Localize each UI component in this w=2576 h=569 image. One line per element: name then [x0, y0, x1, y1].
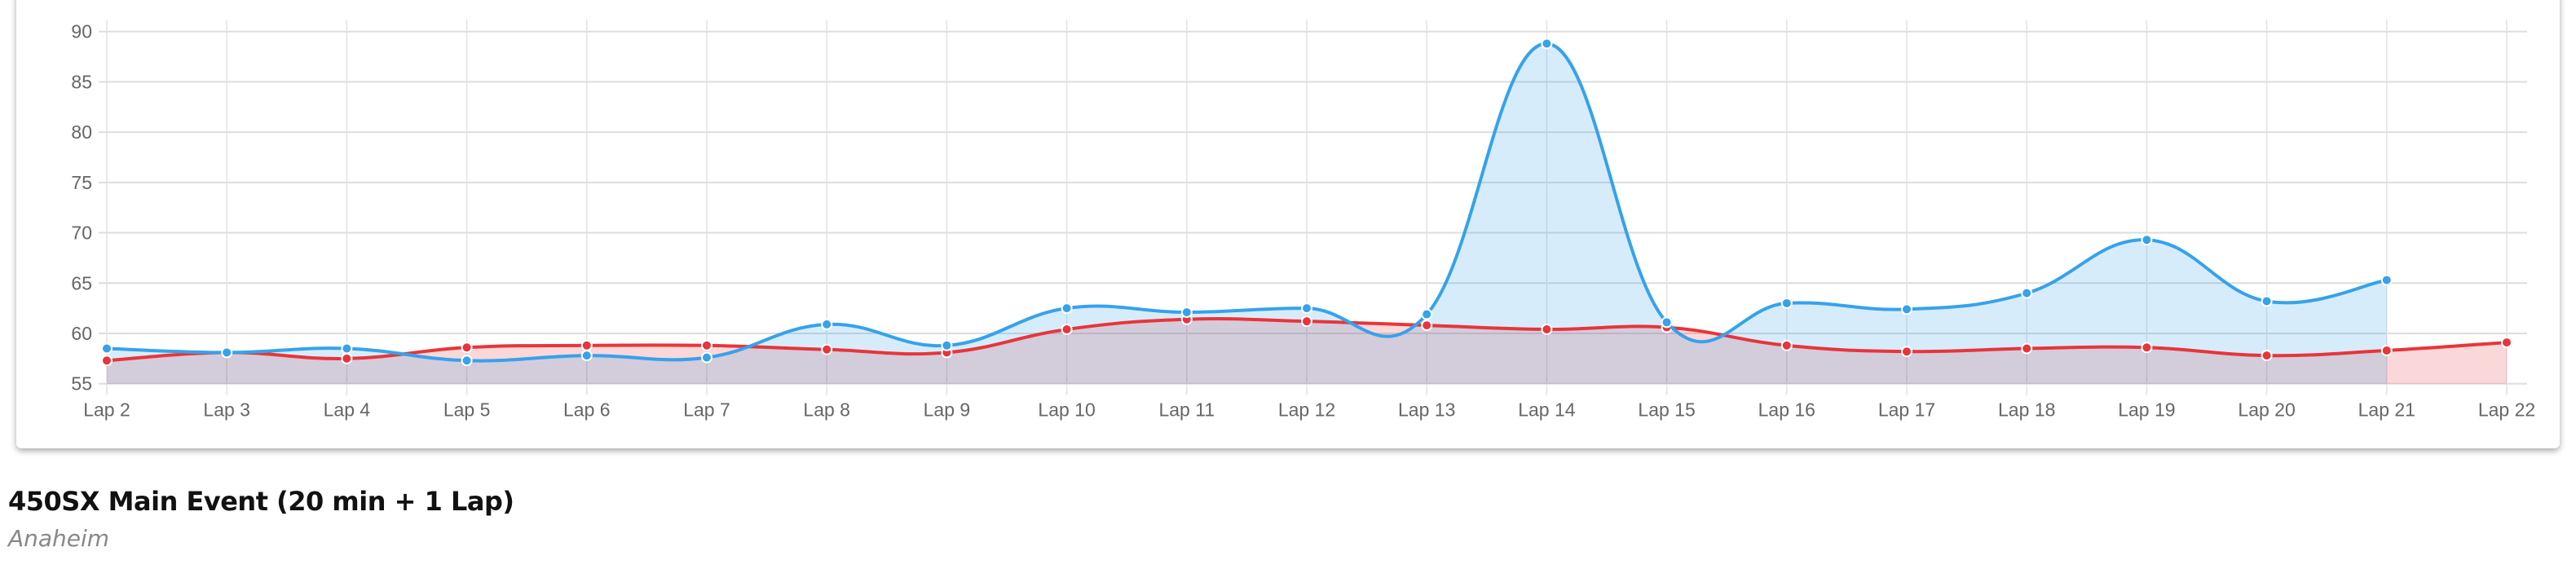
- y-tick-label: 90: [71, 21, 92, 42]
- series-0-point: [1901, 346, 1912, 358]
- series-0-point: [461, 342, 473, 354]
- series-1-point: [221, 346, 233, 359]
- series-0-point: [2261, 350, 2273, 362]
- x-tick-label: Lap 15: [1638, 399, 1695, 421]
- x-tick-label: Lap 14: [1518, 399, 1576, 421]
- series-1-point: [1421, 308, 1433, 320]
- event-title: 450SX Main Event (20 min + 1 Lap): [8, 486, 514, 517]
- series-1-point: [461, 355, 473, 367]
- series-0-point: [2141, 342, 2153, 354]
- x-tick-label: Lap 17: [1878, 399, 1935, 421]
- series-1-point: [1661, 316, 1673, 329]
- x-tick-label: Lap 21: [2358, 399, 2415, 421]
- series-1-point: [2141, 234, 2153, 246]
- series-0-point: [1780, 339, 1793, 351]
- series-1-point: [2380, 274, 2393, 286]
- x-tick-label: Lap 5: [443, 399, 491, 421]
- x-tick-label: Lap 18: [1998, 399, 2055, 421]
- y-tick-label: 80: [71, 121, 92, 143]
- x-tick-label: Lap 9: [924, 399, 971, 421]
- y-tick-label: 70: [71, 223, 92, 244]
- event-venue: Anaheim: [8, 525, 110, 552]
- series-1-point: [341, 342, 353, 355]
- x-tick-label: Lap 22: [2478, 399, 2535, 421]
- x-tick-label: Lap 20: [2238, 399, 2295, 421]
- x-tick-label: Lap 6: [563, 399, 611, 421]
- series-0-point: [701, 339, 712, 351]
- series-1-point: [1180, 307, 1193, 319]
- x-tick-label: Lap 2: [83, 399, 130, 421]
- series-0-point: [2380, 344, 2393, 356]
- series-1-point: [1780, 297, 1793, 309]
- series-0-area: [107, 319, 2507, 384]
- series-0-point: [821, 343, 833, 355]
- chart-card: [16, 0, 2560, 448]
- series-1-point: [580, 350, 593, 362]
- x-tick-label: Lap 13: [1398, 399, 1455, 421]
- series-1-point: [2021, 287, 2033, 299]
- series-0-point: [101, 355, 112, 367]
- series-1-point: [1301, 302, 1312, 315]
- x-tick-label: Lap 12: [1278, 399, 1335, 421]
- series-1-line: [106, 42, 2388, 363]
- x-tick-label: Lap 3: [203, 399, 250, 421]
- y-tick-label: 55: [71, 373, 92, 395]
- y-tick-label: 85: [71, 71, 92, 92]
- series-1-point: [1541, 37, 1553, 50]
- series-1-point: [941, 339, 953, 351]
- series-0-point: [580, 339, 593, 351]
- series-1-point: [1901, 303, 1912, 315]
- x-tick-label: Lap 10: [1038, 399, 1095, 421]
- x-tick-label: Lap 16: [1758, 399, 1815, 421]
- series-1-point: [1061, 302, 1073, 315]
- series-0-point: [1061, 324, 1073, 336]
- series-0-point: [1421, 320, 1433, 332]
- series-1-point: [701, 351, 712, 364]
- x-tick-label: Lap 7: [683, 399, 730, 421]
- series-0-point: [341, 352, 353, 364]
- y-tick-label: 65: [71, 272, 92, 293]
- x-tick-label: Lap 8: [803, 399, 850, 421]
- lap-time-chart: 90 85 80 75 70 65 60 55 Lap 2 Lap 3 Lap 4 Lap 5 Lap …: [71, 20, 2535, 421]
- y-tick-label: 75: [71, 172, 92, 193]
- series-0-point: [2021, 342, 2033, 355]
- series-1-point: [821, 318, 833, 330]
- y-tick-label: 60: [71, 323, 92, 344]
- series-1-point: [2261, 295, 2273, 307]
- series-0-point: [2501, 337, 2512, 349]
- x-tick-label: Lap 19: [2118, 399, 2175, 421]
- series-1-point: [101, 342, 112, 355]
- x-tick-label: Lap 11: [1158, 399, 1215, 421]
- series-0-point: [1541, 324, 1553, 336]
- series-0-point: [1301, 315, 1312, 328]
- x-tick-label: Lap 4: [324, 399, 371, 421]
